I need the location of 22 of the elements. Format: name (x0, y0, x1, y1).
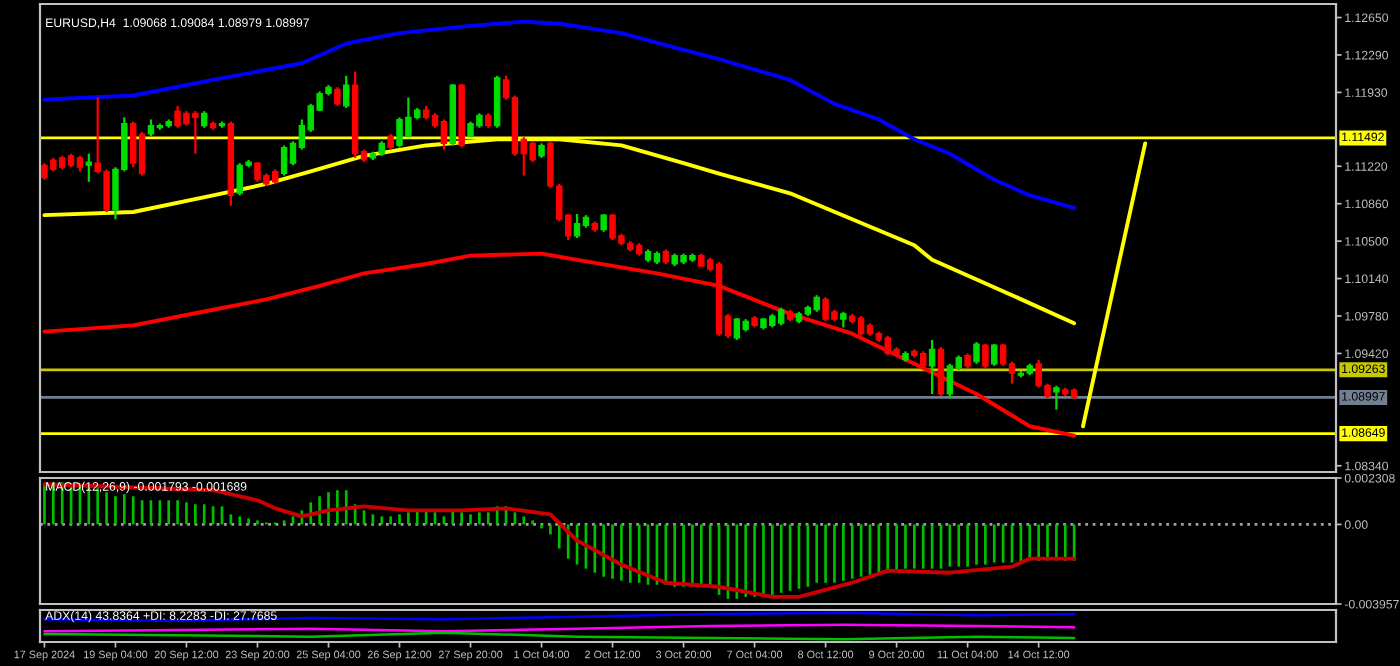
candlestick (733, 316, 741, 342)
candlestick (129, 120, 137, 169)
candlestick (973, 340, 980, 365)
candlestick (928, 338, 936, 396)
line-series (42, 482, 1077, 599)
candlestick (991, 342, 998, 368)
candlestick (573, 212, 581, 240)
candlestick (85, 152, 93, 183)
candlestick (138, 130, 146, 177)
line-series (42, 19, 1077, 210)
candlestick (1053, 384, 1060, 411)
candlestick (937, 346, 945, 398)
candlestick (982, 342, 989, 370)
line-series (42, 251, 1077, 438)
candlestick (334, 86, 341, 108)
candlestick (440, 118, 448, 151)
candlestick (999, 342, 1007, 368)
candlestick (343, 74, 350, 110)
candlestick (280, 144, 288, 177)
candlestick (857, 314, 865, 337)
candlestick (493, 74, 501, 129)
candlestick (946, 362, 954, 400)
